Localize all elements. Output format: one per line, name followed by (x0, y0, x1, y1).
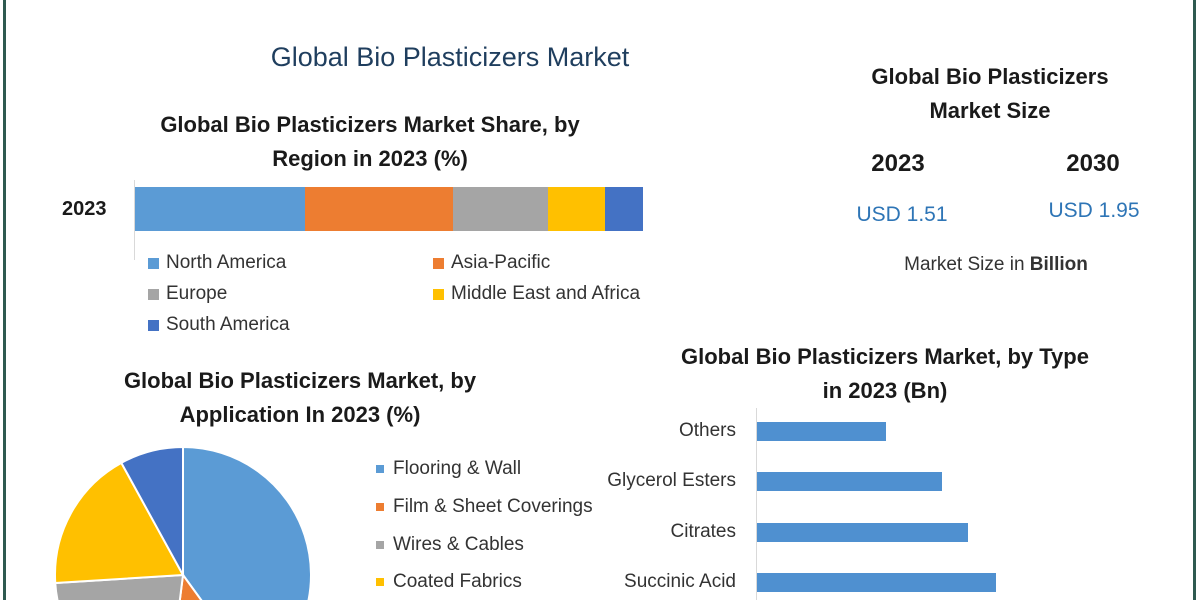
type-title-line2: in 2023 (Bn) (822, 378, 948, 403)
legend-swatch (148, 257, 159, 269)
legend-label: South America (166, 314, 290, 335)
region-axis (134, 180, 135, 260)
size-value-2030: USD 1.95 (1048, 199, 1140, 222)
type-title-line1: Global Bio Plasticizers Market, by Type (681, 344, 1089, 369)
type-bar-others (757, 422, 886, 441)
legend-label: Europe (166, 283, 228, 304)
type-label-citrates: Citrates (670, 521, 736, 542)
legend-swatch (433, 257, 444, 269)
application-title-line1: Global Bio Plasticizers Market, by (123, 368, 477, 393)
region-title-line2: Region in 2023 (%) (272, 146, 468, 171)
legend-mea: Middle East and Africa (433, 283, 640, 305)
legend-label: Wires & Cables (393, 534, 524, 555)
application-pie-chart (54, 445, 312, 600)
type-label-succinic-acid: Succinic Acid (624, 571, 736, 592)
type-bar-succinic-acid (757, 573, 996, 592)
pie-slice-flooring-wall (182, 445, 312, 600)
legend-north-america: North America (148, 252, 286, 274)
market-size-title: Global Bio Plasticizers Market Size (830, 60, 1150, 128)
legend-flooring-wall: Flooring & Wall (376, 458, 521, 480)
legend-label: Asia-Pacific (451, 252, 551, 273)
legend-label: North America (166, 252, 287, 273)
size-year-2023: 2023 (871, 150, 925, 177)
legend-asia-pacific: Asia-Pacific (433, 252, 550, 274)
type-axis (756, 408, 757, 600)
unit-note-prefix: Market Size in (904, 254, 1030, 275)
type-chart-title: Global Bio Plasticizers Market, by Type … (640, 340, 1130, 408)
market-size-title-line1: Global Bio Plasticizers (871, 64, 1109, 89)
legend-europe: Europe (148, 283, 227, 305)
legend-swatch (376, 503, 384, 511)
legend-coated-fabrics: Coated Fabrics (376, 571, 522, 593)
legend-label: Film & Sheet Coverings (393, 496, 593, 517)
legend-label: Coated Fabrics (393, 571, 522, 592)
legend-swatch (148, 319, 159, 331)
pie-slice-film-sheet-coverings (178, 572, 203, 600)
legend-label: Flooring & Wall (393, 458, 522, 479)
segment-middle-east-and-africa (547, 187, 605, 231)
legend-swatch (376, 465, 384, 473)
right-border (1193, 0, 1196, 600)
region-year-label: 2023 (62, 198, 107, 220)
main-title: Global Bio Plasticizers Market (270, 42, 630, 72)
legend-label: Middle East and Africa (451, 283, 641, 304)
unit-note-unit: Billion (1029, 254, 1088, 275)
pie-slice-coated-fabrics (54, 461, 185, 585)
size-year-2030: 2030 (1066, 150, 1120, 177)
legend-wires-cables: Wires & Cables (376, 534, 524, 556)
region-stacked-bar (135, 187, 643, 231)
legend-swatch (148, 288, 159, 300)
type-label-others: Others (678, 420, 736, 441)
legend-swatch (376, 541, 384, 549)
pie-slice-others (119, 445, 184, 576)
legend-swatch (433, 288, 444, 300)
region-title-line1: Global Bio Plasticizers Market Share, by (160, 112, 580, 137)
application-title-line2: Application In 2023 (%) (179, 402, 421, 427)
region-chart-title: Global Bio Plasticizers Market Share, by… (100, 108, 640, 176)
segment-europe (452, 187, 548, 231)
segment-asia-pacific (305, 187, 453, 231)
type-label-glycerol-esters: Glycerol Esters (607, 470, 736, 491)
segment-south-america (604, 187, 643, 231)
type-bar-citrates (757, 523, 968, 542)
type-bar-glycerol-esters (757, 472, 942, 491)
market-size-unit-note: Market Size in Billion (836, 254, 1156, 276)
legend-film-sheet: Film & Sheet Coverings (376, 496, 593, 518)
application-chart-title: Global Bio Plasticizers Market, by Appli… (60, 364, 540, 432)
legend-south-america: South America (148, 314, 290, 336)
segment-north-america (135, 187, 306, 231)
legend-swatch (376, 578, 384, 586)
size-value-2023: USD 1.51 (856, 203, 948, 226)
left-border (3, 0, 6, 600)
market-size-title-line2: Market Size (929, 98, 1051, 123)
